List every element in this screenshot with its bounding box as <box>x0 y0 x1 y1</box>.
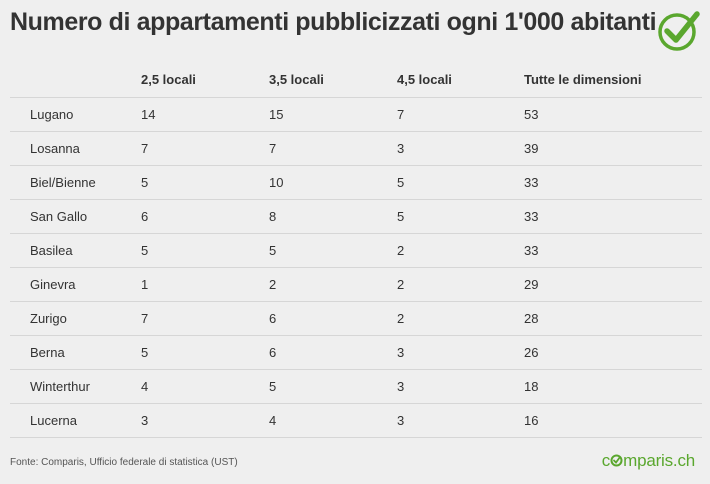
value-cell: 39 <box>524 131 702 166</box>
value-cell: 8 <box>269 199 397 234</box>
value-cell: 2 <box>397 233 524 268</box>
city-cell: Lugano <box>10 97 141 132</box>
value-cell: 2 <box>397 301 524 336</box>
value-cell: 33 <box>524 199 702 234</box>
value-cell: 3 <box>397 403 524 438</box>
brand-text-start: c <box>601 451 611 470</box>
value-cell: 53 <box>524 97 702 132</box>
table-row: Basilea 5 5 2 33 <box>10 233 702 268</box>
value-cell: 5 <box>269 233 397 268</box>
value-cell: 16 <box>524 403 702 438</box>
city-cell: San Gallo <box>10 199 141 234</box>
source-note: Fonte: Comparis, Ufficio federale di sta… <box>10 457 238 468</box>
table-row: Lugano 14 15 7 53 <box>10 97 702 132</box>
value-cell: 3 <box>397 335 524 370</box>
value-cell: 7 <box>141 301 269 336</box>
city-cell: Basilea <box>10 233 141 268</box>
value-cell: 5 <box>397 165 524 200</box>
value-cell: 29 <box>524 267 702 302</box>
value-cell: 6 <box>269 301 397 336</box>
city-cell: Lucerna <box>10 403 141 438</box>
table-body: Lugano 14 15 7 53 Losanna 7 7 3 39 Biel/Bienne 5 10 5… <box>10 97 702 438</box>
value-cell: 33 <box>524 233 702 268</box>
column-header: 2,5 locali <box>141 62 269 98</box>
check-circle-icon <box>658 11 700 51</box>
table-row: Ginevra 1 2 2 29 <box>10 267 702 302</box>
value-cell: 15 <box>269 97 397 132</box>
brand-text-end: mparis.ch <box>623 451 695 470</box>
brand-logo: c mparis.ch <box>602 451 695 471</box>
value-cell: 7 <box>397 97 524 132</box>
value-cell: 7 <box>269 131 397 166</box>
city-cell: Losanna <box>10 131 141 166</box>
value-cell: 5 <box>397 199 524 234</box>
column-header: Tutte le dimensioni <box>524 62 702 98</box>
table-row: Berna 5 6 3 26 <box>10 335 702 370</box>
value-cell: 4 <box>269 403 397 438</box>
data-table: 2,5 locali 3,5 locali 4,5 locali Tutte le d… <box>10 62 702 438</box>
value-cell: 26 <box>524 335 702 370</box>
city-cell: Biel/Bienne <box>10 165 141 200</box>
table-row: Losanna 7 7 3 39 <box>10 131 702 166</box>
page-title: Numero di appartamenti pubblicizzati ogn… <box>10 8 657 36</box>
table-header-row: 2,5 locali 3,5 locali 4,5 locali Tutte le d… <box>10 62 702 98</box>
brand-circle-icon <box>610 454 623 467</box>
value-cell: 3 <box>397 369 524 404</box>
table-row: San Gallo 6 8 5 33 <box>10 199 702 234</box>
table-row: Winterthur 4 5 3 18 <box>10 369 702 404</box>
table-row: Lucerna 3 4 3 16 <box>10 403 702 438</box>
city-cell: Winterthur <box>10 369 141 404</box>
table-row: Zurigo 7 6 2 28 <box>10 301 702 336</box>
column-header-city <box>10 62 141 98</box>
value-cell: 2 <box>269 267 397 302</box>
city-cell: Berna <box>10 335 141 370</box>
value-cell: 3 <box>141 403 269 438</box>
value-cell: 18 <box>524 369 702 404</box>
value-cell: 1 <box>141 267 269 302</box>
value-cell: 14 <box>141 97 269 132</box>
table-row: Biel/Bienne 5 10 5 33 <box>10 165 702 200</box>
city-cell: Zurigo <box>10 301 141 336</box>
value-cell: 2 <box>397 267 524 302</box>
value-cell: 4 <box>141 369 269 404</box>
column-header: 4,5 locali <box>397 62 524 98</box>
value-cell: 5 <box>141 233 269 268</box>
value-cell: 6 <box>269 335 397 370</box>
value-cell: 6 <box>141 199 269 234</box>
value-cell: 10 <box>269 165 397 200</box>
value-cell: 5 <box>269 369 397 404</box>
value-cell: 28 <box>524 301 702 336</box>
value-cell: 7 <box>141 131 269 166</box>
value-cell: 3 <box>397 131 524 166</box>
column-header: 3,5 locali <box>269 62 397 98</box>
city-cell: Ginevra <box>10 267 141 302</box>
value-cell: 5 <box>141 335 269 370</box>
value-cell: 33 <box>524 165 702 200</box>
value-cell: 5 <box>141 165 269 200</box>
